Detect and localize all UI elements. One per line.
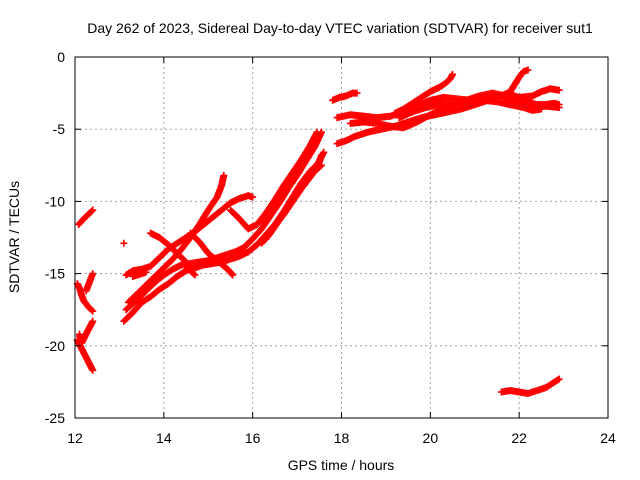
data-point — [316, 162, 324, 170]
series-track-s — [329, 89, 361, 104]
data-point — [249, 193, 257, 201]
data-point — [524, 66, 532, 74]
data-point — [313, 128, 321, 136]
data-point — [555, 104, 563, 112]
series-track-n — [226, 128, 321, 233]
data-point — [190, 270, 198, 278]
data-point — [89, 206, 97, 214]
data-point — [89, 317, 97, 325]
data-point — [88, 306, 96, 314]
data-point — [88, 207, 96, 215]
axis-ticks: 12 14 16 18 20 22 24 0 -5 -10 -15 -20 -25 — [45, 49, 616, 446]
y-axis-label: SDTVAR / TECUs — [6, 181, 22, 293]
series-track-e — [75, 317, 97, 347]
data-point — [320, 148, 328, 156]
data-point — [555, 375, 563, 383]
data-point — [89, 270, 97, 278]
x-tick-label: 22 — [511, 430, 527, 446]
x-tick-label: 18 — [334, 430, 350, 446]
y-tick-label: 0 — [57, 49, 65, 65]
series-track-p — [258, 161, 326, 247]
y-tick-label: -25 — [45, 410, 65, 426]
data-point — [89, 366, 97, 374]
x-tick-label: 16 — [245, 430, 261, 446]
data-point — [120, 239, 128, 247]
data-point — [191, 271, 199, 279]
x-tick-label: 12 — [67, 430, 83, 446]
series-track-x — [497, 375, 563, 397]
series-track-v — [395, 85, 563, 122]
data-point — [229, 271, 237, 279]
y-tick-label: -10 — [45, 193, 65, 209]
series-track-b — [73, 280, 97, 315]
series-track-l — [147, 229, 199, 279]
series-track-c — [82, 270, 97, 295]
data-point — [555, 86, 563, 94]
y-tick-label: -20 — [45, 338, 65, 354]
data-point — [220, 171, 228, 179]
series-track-m — [186, 229, 237, 279]
x-tick-label: 20 — [423, 430, 439, 446]
y-tick-label: -15 — [45, 266, 65, 282]
x-axis-label: GPS time / hours — [288, 457, 395, 473]
x-tick-label: 24 — [600, 430, 616, 446]
series-track-a — [75, 206, 97, 229]
series-track-k — [129, 268, 150, 280]
series-track-u — [391, 70, 457, 117]
data-point — [449, 70, 457, 78]
data-point — [89, 307, 97, 315]
data-point — [142, 268, 150, 276]
y-tick-label: -5 — [53, 121, 66, 137]
series-track-w — [502, 95, 563, 112]
x-tick-label: 14 — [156, 430, 172, 446]
data-point — [353, 89, 361, 97]
data-points — [73, 66, 563, 397]
series-track-f — [120, 239, 128, 247]
chart-title: Day 262 of 2023, Sidereal Day-to-day VTE… — [87, 20, 593, 36]
data-point — [318, 161, 326, 169]
